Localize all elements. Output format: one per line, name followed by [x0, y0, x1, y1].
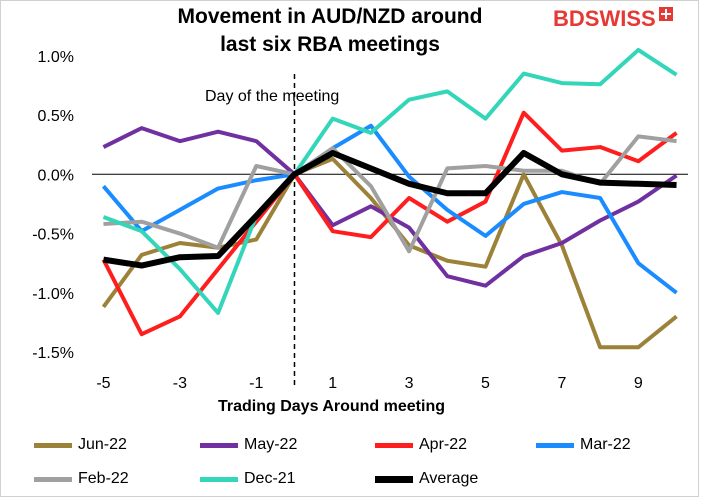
legend-swatch [34, 476, 72, 482]
legend-label: Apr-22 [419, 436, 468, 453]
legend-label: Feb-22 [78, 470, 129, 487]
legend-swatch [200, 476, 238, 482]
meeting-day-annotation: Day of the meeting [205, 88, 340, 105]
legend-label: Mar-22 [580, 436, 631, 453]
legend-swatch [375, 442, 413, 448]
series-line-mar-22 [101, 123, 678, 295]
brand-text: BDSWISS [553, 6, 656, 31]
x-tick-label: 1 [328, 375, 337, 392]
chart-title-line-1: Movement in AUD/NZD around [177, 5, 483, 28]
y-tick-label: -0.5% [32, 227, 74, 244]
swiss-cross-icon [658, 7, 673, 21]
legend-label: Jun-22 [78, 436, 127, 453]
x-tick-label: 3 [405, 375, 414, 392]
x-tick-label: 7 [557, 375, 566, 392]
legend-item-feb-22: Feb-22 [34, 470, 129, 488]
series-line-dec-21 [102, 47, 678, 315]
series-line-jun-22 [101, 156, 678, 350]
x-axis-label: Trading Days Around meeting [218, 398, 445, 415]
legend-item-apr-22: Apr-22 [375, 436, 467, 454]
legend-item-dec-21: Dec-21 [200, 470, 296, 488]
legend-item-mar-22: Mar-22 [536, 436, 631, 454]
legend-label: Dec-21 [244, 470, 296, 487]
legend-item-average: Average [375, 470, 478, 488]
legend-item-jun-22: Jun-22 [34, 436, 127, 454]
x-tick-label: 5 [481, 375, 490, 392]
y-tick-label: 0.0% [38, 167, 74, 184]
x-tick-label: -3 [173, 375, 187, 392]
x-tick-label: -1 [249, 375, 263, 392]
legend-swatch [536, 442, 574, 448]
chart-title-line-2: last six RBA meetings [220, 33, 440, 56]
legend-item-may-22: May-22 [200, 436, 297, 454]
y-tick-label: -1.0% [32, 286, 74, 303]
x-tick-label: 9 [634, 375, 643, 392]
brand-logo: BDSWISS [553, 6, 673, 32]
y-tick-label: 0.5% [38, 108, 74, 125]
legend-label: May-22 [244, 436, 298, 453]
legend-swatch [200, 442, 238, 448]
series-line-average [103, 149, 677, 269]
legend-swatch [375, 475, 413, 483]
y-tick-label: -1.5% [32, 345, 74, 362]
x-tick-label: -5 [96, 375, 110, 392]
legend-swatch [34, 442, 72, 448]
legend-label: Average [419, 470, 479, 487]
y-tick-label: 1.0% [38, 49, 74, 66]
